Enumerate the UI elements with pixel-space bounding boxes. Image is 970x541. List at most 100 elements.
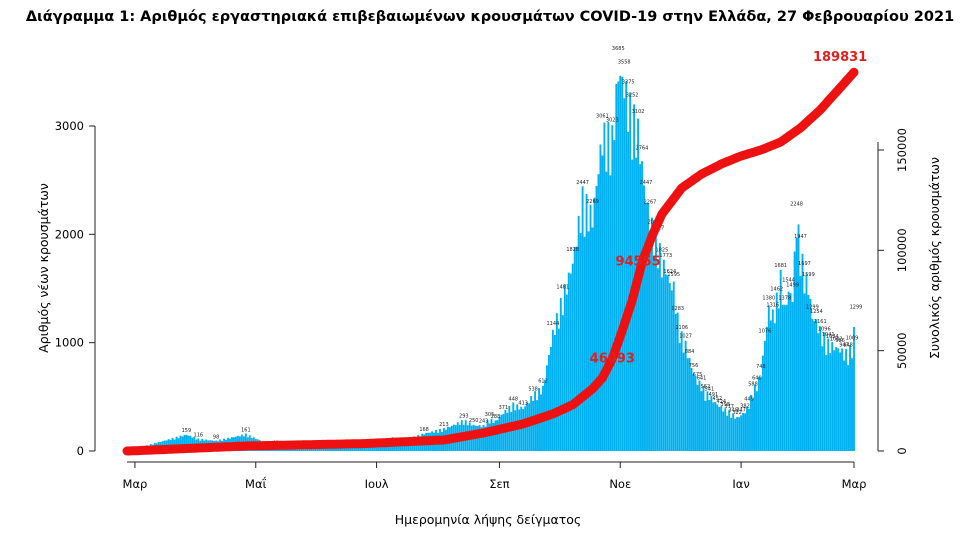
- y2-tick-label: 100000: [895, 228, 909, 272]
- bar: [524, 406, 527, 451]
- bar: [714, 401, 717, 451]
- bar: [553, 334, 556, 451]
- bar: [349, 447, 352, 451]
- bar: [385, 445, 388, 451]
- bar: [613, 140, 616, 451]
- bar: [482, 424, 485, 451]
- bar-label: 1161: [814, 319, 827, 325]
- bar: [330, 447, 332, 451]
- bar: [387, 444, 390, 451]
- x-tick-label: Ιαν: [732, 477, 749, 491]
- bar: [649, 230, 651, 451]
- bar: [839, 352, 842, 451]
- bar: [759, 377, 762, 451]
- bar: [690, 367, 693, 451]
- bar-label: 161: [241, 428, 251, 434]
- bar: [557, 328, 560, 451]
- bar: [775, 292, 778, 451]
- bar-label: 588: [748, 381, 758, 387]
- bar: [807, 295, 810, 451]
- bar-label: 1624: [663, 269, 676, 275]
- bar: [365, 446, 368, 451]
- bar: [652, 258, 655, 451]
- bar: [736, 416, 739, 451]
- bar: [532, 400, 535, 451]
- bar-label: 1599: [802, 272, 815, 278]
- bar: [716, 404, 719, 451]
- bar: [498, 416, 501, 451]
- bar: [781, 304, 784, 451]
- bar-label: 3252: [626, 93, 639, 99]
- bar: [684, 340, 687, 451]
- bar: [179, 435, 182, 451]
- bar: [367, 447, 370, 451]
- bar-label: 1595: [667, 272, 680, 278]
- bar-label: 948: [843, 342, 853, 348]
- bar-label: 398: [720, 402, 730, 408]
- bar: [316, 447, 319, 451]
- bar: [791, 302, 794, 451]
- bar-label: 3023: [606, 118, 619, 124]
- bar-label: 243: [479, 419, 489, 425]
- bar: [563, 284, 566, 451]
- bar-label: 884: [685, 349, 695, 355]
- bar: [601, 155, 604, 451]
- bar: [375, 445, 378, 451]
- bar-label: 382: [740, 404, 750, 410]
- bar: [658, 243, 661, 451]
- bar: [851, 358, 853, 451]
- bar: [779, 269, 782, 451]
- bar: [783, 304, 786, 451]
- bar: [647, 203, 649, 451]
- bar: [373, 445, 376, 451]
- bar: [361, 446, 364, 451]
- annotations: 189831 94555 46093: [590, 50, 868, 366]
- bar: [674, 313, 677, 451]
- bar-label: 1299: [850, 304, 863, 310]
- bar: [694, 376, 697, 451]
- bar-label: 491: [709, 392, 719, 398]
- bar: [656, 268, 659, 451]
- bar-label: 641: [697, 376, 707, 382]
- bar-label: 541: [705, 386, 715, 392]
- x-axis-label: Ημερομηνία λήψης δείγματος: [395, 512, 582, 527]
- bar-label: 1378: [778, 296, 791, 302]
- bar: [841, 348, 844, 451]
- bar-label: 2248: [790, 202, 803, 208]
- bar-label: 377: [724, 404, 734, 410]
- bar-label: 562: [701, 384, 711, 390]
- bar: [334, 447, 336, 451]
- bar: [320, 447, 323, 451]
- bar-label: 98: [213, 434, 219, 440]
- bar: [692, 373, 695, 451]
- bar: [546, 365, 548, 451]
- bar: [813, 321, 816, 451]
- bar: [377, 445, 380, 451]
- bar: [763, 340, 766, 451]
- bar: [645, 202, 647, 451]
- bar: [383, 444, 386, 451]
- bar: [726, 415, 729, 451]
- bar: [379, 445, 382, 451]
- bar: [771, 309, 774, 451]
- bar: [591, 227, 594, 451]
- bar: [338, 447, 340, 451]
- bar: [369, 446, 372, 451]
- bar: [738, 417, 741, 451]
- bar: [549, 346, 552, 451]
- bar: [518, 409, 521, 451]
- bar: [757, 376, 760, 451]
- bar: [389, 445, 392, 451]
- y2-tick-label: 0: [895, 447, 909, 454]
- bar: [589, 204, 592, 451]
- bar: [575, 246, 578, 451]
- y2-ticks: 0 50000 100000 150000: [878, 128, 909, 455]
- bar: [171, 437, 174, 451]
- bar-label: 348: [728, 407, 738, 413]
- bar: [748, 408, 750, 451]
- y-tick-label: 3000: [55, 119, 84, 133]
- bar-label: 449: [744, 396, 754, 402]
- bar-label: 1041: [822, 332, 835, 338]
- bar: [185, 434, 188, 451]
- bar: [825, 354, 828, 451]
